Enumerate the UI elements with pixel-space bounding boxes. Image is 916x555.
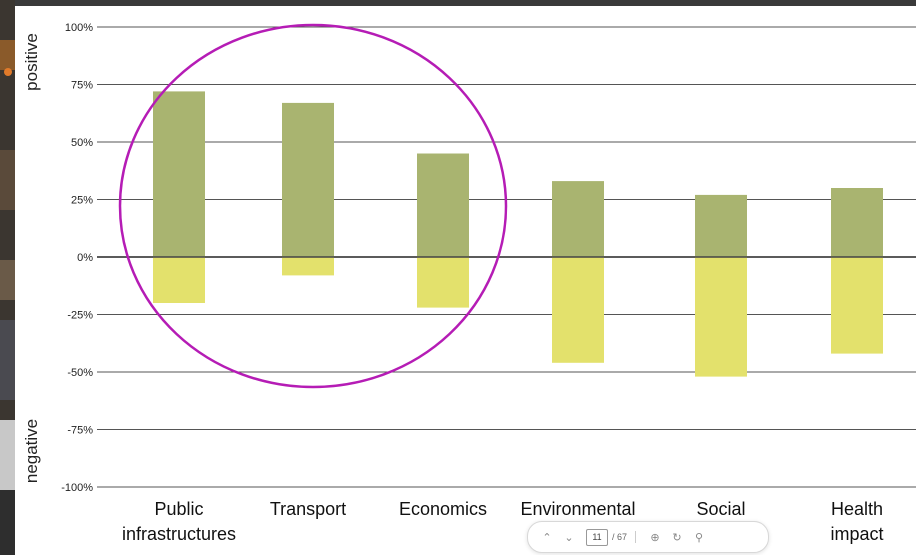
- chevron-down-icon[interactable]: ⌄: [564, 531, 574, 544]
- background-photo-strip: [0, 0, 15, 555]
- bar-positive: [695, 194, 747, 257]
- page-number-input[interactable]: 11: [586, 528, 608, 546]
- x-category-label: infrastructures: [122, 524, 236, 544]
- x-category-label: Economics: [399, 499, 487, 519]
- highlight-ellipse: [118, 23, 508, 389]
- y-tick-label: 25%: [71, 195, 93, 207]
- divider: [635, 531, 637, 543]
- x-category-label: Public: [154, 499, 203, 519]
- y-tick-label: 50%: [71, 137, 93, 149]
- page-total: / 67: [612, 532, 628, 542]
- bars: [97, 91, 916, 377]
- top-border: [15, 0, 916, 6]
- x-category-label: Health: [831, 499, 883, 519]
- bar-positive: [552, 181, 604, 257]
- ylabel-positive: positive: [22, 33, 41, 91]
- bar-negative: [552, 257, 604, 363]
- annotation: [118, 23, 508, 389]
- x-category-label: impact: [830, 524, 883, 544]
- y-tick-label: 0%: [77, 252, 93, 264]
- chevron-up-icon[interactable]: ⌃: [542, 531, 552, 544]
- y-tick-label: 75%: [71, 80, 93, 92]
- y-tick-label: -25%: [67, 310, 93, 322]
- bar-negative: [831, 257, 883, 354]
- bar-negative: [153, 257, 205, 303]
- bar-negative: [695, 257, 747, 377]
- x-category-labels: Public infrastructures Transport Economics E…: [122, 499, 884, 544]
- page-navigator: ⌃ ⌄ 11 / 67 ⊕ ↻ ⚲: [527, 521, 769, 553]
- y-tick-label: -75%: [67, 425, 93, 437]
- x-category-label: Environmental: [520, 499, 635, 519]
- search-icon[interactable]: ⚲: [694, 531, 704, 544]
- x-category-label: Social: [696, 499, 745, 519]
- bar-negative: [417, 257, 469, 308]
- bar-positive: [831, 188, 883, 257]
- bar-negative: [282, 257, 334, 276]
- ylabel-negative: negative: [22, 418, 41, 484]
- y-tick-label: -100%: [61, 482, 93, 494]
- bar-positive: [153, 91, 205, 258]
- rotate-icon[interactable]: ↻: [672, 531, 682, 544]
- y-tick-label: -50%: [67, 367, 93, 379]
- y-tick-labels: 100% 75% 50% 25% 0% -25% -50% -75% -100%: [61, 22, 93, 494]
- bar-positive: [417, 153, 469, 257]
- zoom-in-icon[interactable]: ⊕: [650, 531, 660, 544]
- y-tick-label: 100%: [65, 22, 93, 34]
- x-category-label: Transport: [270, 499, 346, 519]
- bar-positive: [282, 102, 334, 258]
